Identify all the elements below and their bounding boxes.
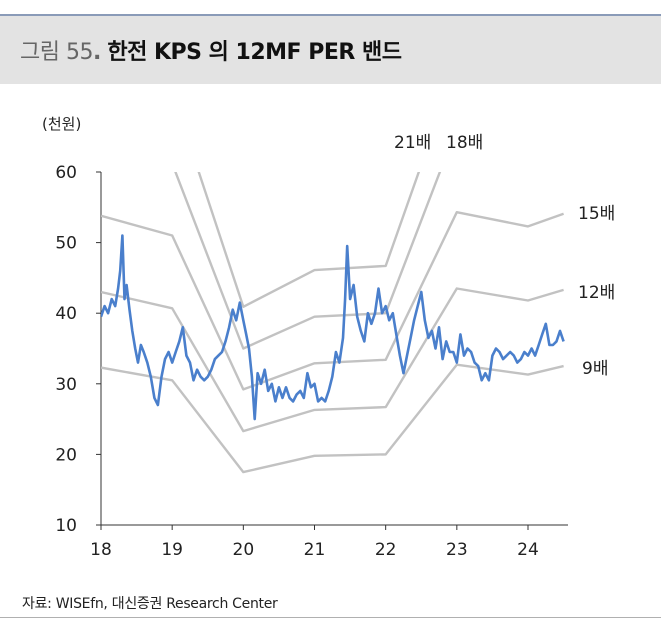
y-tick-label: 30 (55, 375, 77, 395)
band-line-18배 (174, 172, 442, 350)
top-rule (0, 14, 661, 16)
price-line (101, 234, 565, 421)
figure-number-dot: . (92, 40, 101, 65)
band-label: 12배 (578, 283, 615, 303)
y-tick-label: 40 (55, 304, 77, 324)
y-unit-label: (천원) (42, 115, 81, 133)
band-labels: 9배 12배 15배 18배 21배 (394, 133, 615, 379)
y-tick-label: 60 (55, 163, 77, 183)
band-label: 18배 (446, 133, 483, 153)
figure-title-text: 한전 KPS 의 12MF PER 밴드 (107, 40, 402, 65)
source-note: 자료: WISEfn, 대신증권 Research Center (22, 596, 278, 612)
per-band-chart: (천원) 10 20 30 40 50 60 18 19 20 21 22 23 24 9배 12배 15… (42, 115, 615, 560)
y-tick-label: 20 (55, 445, 77, 465)
band-label: 9배 (582, 359, 608, 379)
price-series (101, 234, 565, 421)
x-tick-label: 18 (90, 540, 112, 560)
per-band-lines (101, 172, 565, 474)
bottom-rule (0, 617, 661, 618)
band-label: 15배 (578, 204, 615, 224)
x-tick-label: 22 (375, 540, 397, 560)
y-tick-label: 50 (55, 234, 77, 254)
band-line-9배 (101, 363, 564, 474)
x-tick-label: 20 (233, 540, 255, 560)
figure-number: 그림 55 (20, 40, 93, 65)
x-tick-label: 24 (517, 540, 539, 560)
x-tick-label: 23 (446, 540, 468, 560)
band-label: 21배 (394, 133, 431, 153)
figure-title: 그림 55. 한전 KPS 의 12MF PER 밴드 (20, 34, 402, 66)
x-tick-label: 19 (161, 540, 183, 560)
y-axis: 10 20 30 40 50 60 (55, 163, 102, 536)
x-tick-label: 21 (304, 540, 326, 560)
x-axis: 18 19 20 21 22 23 24 (90, 524, 568, 560)
band-line-15배 (101, 210, 565, 391)
band-line-21배 (197, 172, 421, 308)
y-tick-label: 10 (55, 516, 77, 536)
figure-header (0, 16, 661, 84)
